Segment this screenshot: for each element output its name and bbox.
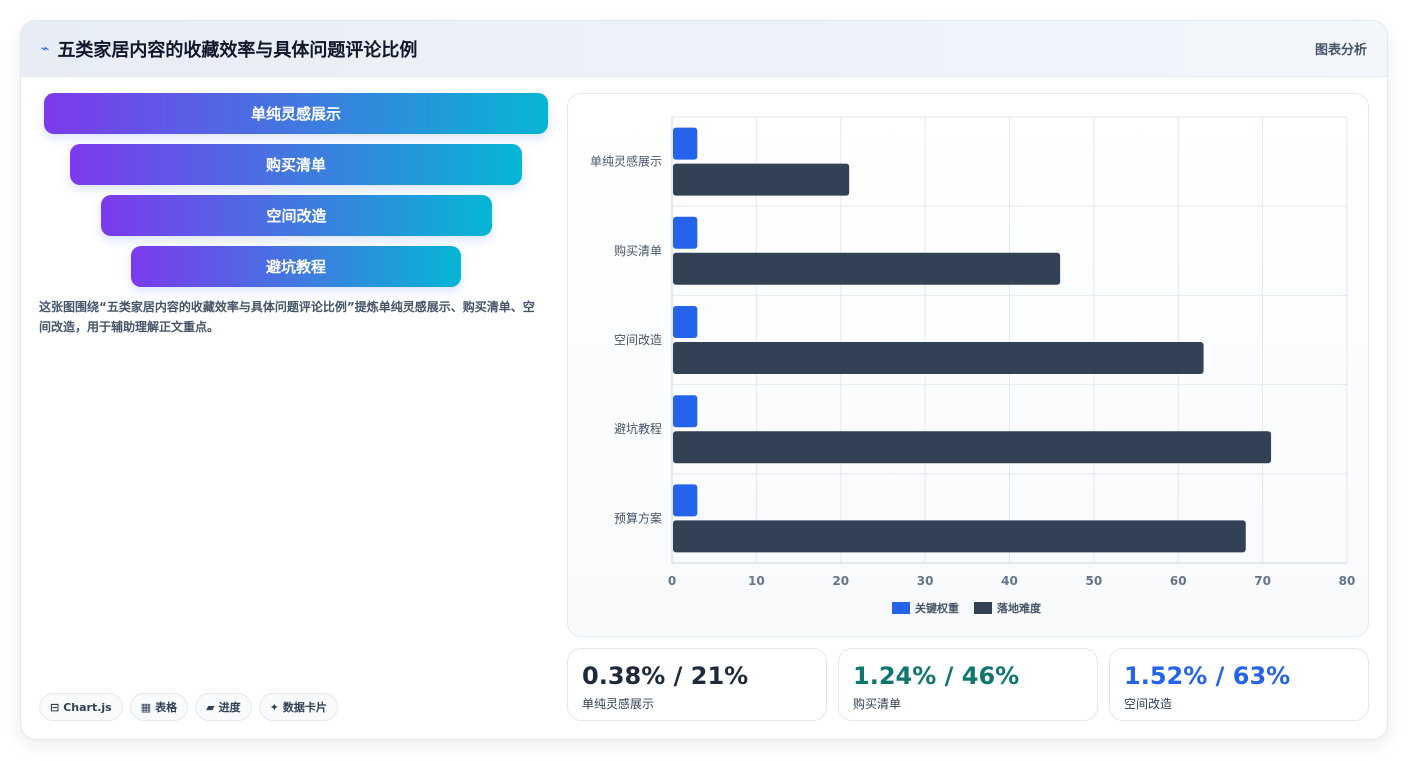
x-tick-label: 10 xyxy=(748,574,765,588)
bar-key-weight xyxy=(673,484,698,517)
bar-difficulty xyxy=(673,342,1204,374)
bolt-icon: ⌁ xyxy=(41,40,50,57)
bar-key-weight xyxy=(673,395,698,428)
bar-difficulty xyxy=(673,163,850,196)
tag-progress[interactable]: ▰ 进度 xyxy=(195,693,252,721)
stat-label: 空间改造 xyxy=(1124,697,1173,711)
tag-list: ⊟ Chart.js ▦ 表格 ▰ 进度 ✦ 数据卡片 xyxy=(39,693,338,721)
y-tick-label: 预算方案 xyxy=(614,510,662,525)
bar-chart: 0 10 20 30 40 50 60 70 80 单纯灵感展示购买清单空间改造避坑教程预算方案关… xyxy=(590,116,1356,615)
bar-difficulty xyxy=(673,431,1272,464)
x-tick-label: 70 xyxy=(1254,574,1271,588)
legend-label: 关键权重 xyxy=(915,601,959,615)
tag-label: Chart.js xyxy=(63,700,112,714)
x-tick-label: 50 xyxy=(1086,574,1103,588)
x-tick-label: 20 xyxy=(832,574,849,588)
chart-description: 这张图围绕“五类家居内容的收藏效率与具体问题评论比例”提炼单纯灵感展示、购买清单… xyxy=(39,300,535,334)
stat-value: 1.52% / 63% xyxy=(1124,662,1291,690)
y-tick-label: 单纯灵感展示 xyxy=(590,154,662,169)
tag-label: 数据卡片 xyxy=(282,701,327,714)
chart-panel: 0 10 20 30 40 50 60 70 80 单纯灵感展示购买清单空间改造避坑教程预算方案关… xyxy=(567,93,1369,637)
funnel-step-1: 单纯灵感展示 xyxy=(44,93,548,134)
tag-data-card[interactable]: ✦ 数据卡片 xyxy=(258,693,338,721)
bar-key-weight xyxy=(673,127,698,160)
main-card: ⌁ 五类家居内容的收藏效率与具体问题评论比例 图表分析 单纯灵感展示 购买清单 … xyxy=(20,20,1388,740)
x-tick-label: 40 xyxy=(1001,574,1018,588)
table-icon: ▦ xyxy=(140,700,152,714)
tag-label: 表格 xyxy=(155,701,178,714)
y-tick-label: 空间改造 xyxy=(614,333,662,347)
x-tick-label: 60 xyxy=(1170,574,1187,588)
stat-card-1: 0.38% / 21% 单纯灵感展示 xyxy=(567,648,827,721)
chart-icon: ⊟ xyxy=(50,700,60,714)
funnel-step-2: 购买清单 xyxy=(70,144,522,185)
y-tick-label: 避坑教程 xyxy=(614,421,662,436)
x-tick-label: 30 xyxy=(917,574,934,588)
stat-card-2: 1.24% / 46% 购买清单 xyxy=(838,648,1098,721)
legend-swatch xyxy=(892,602,910,614)
tag-label: 进度 xyxy=(218,701,241,714)
chart-analysis-label: 图表分析 xyxy=(1314,43,1367,58)
sparkle-icon: ✦ xyxy=(269,700,279,714)
page-title: 五类家居内容的收藏效率与具体问题评论比例 xyxy=(57,39,418,61)
legend-label: 落地难度 xyxy=(997,601,1042,615)
bar-key-weight xyxy=(673,306,698,338)
legend-swatch xyxy=(974,602,992,614)
tag-table[interactable]: ▦ 表格 xyxy=(129,693,189,721)
tag-chartjs[interactable]: ⊟ Chart.js xyxy=(39,693,123,721)
stat-label: 购买清单 xyxy=(853,697,902,711)
header: ⌁ 五类家居内容的收藏效率与具体问题评论比例 图表分析 xyxy=(21,21,1387,77)
stat-card-3: 1.52% / 63% 空间改造 xyxy=(1109,648,1369,721)
y-tick-label: 购买清单 xyxy=(614,243,662,258)
stat-label: 单纯灵感展示 xyxy=(582,697,655,711)
stat-value: 1.24% / 46% xyxy=(853,662,1020,690)
stat-value: 0.38% / 21% xyxy=(582,662,749,690)
x-tick-label: 80 xyxy=(1339,574,1356,588)
bar-key-weight xyxy=(673,216,698,249)
funnel-step-4: 避坑教程 xyxy=(131,246,461,287)
bar-difficulty xyxy=(673,520,1246,553)
x-tick-label: 0 xyxy=(668,574,676,588)
funnel-step-3: 空间改造 xyxy=(101,195,492,236)
progress-icon: ▰ xyxy=(206,700,215,714)
bar-difficulty xyxy=(673,252,1061,285)
